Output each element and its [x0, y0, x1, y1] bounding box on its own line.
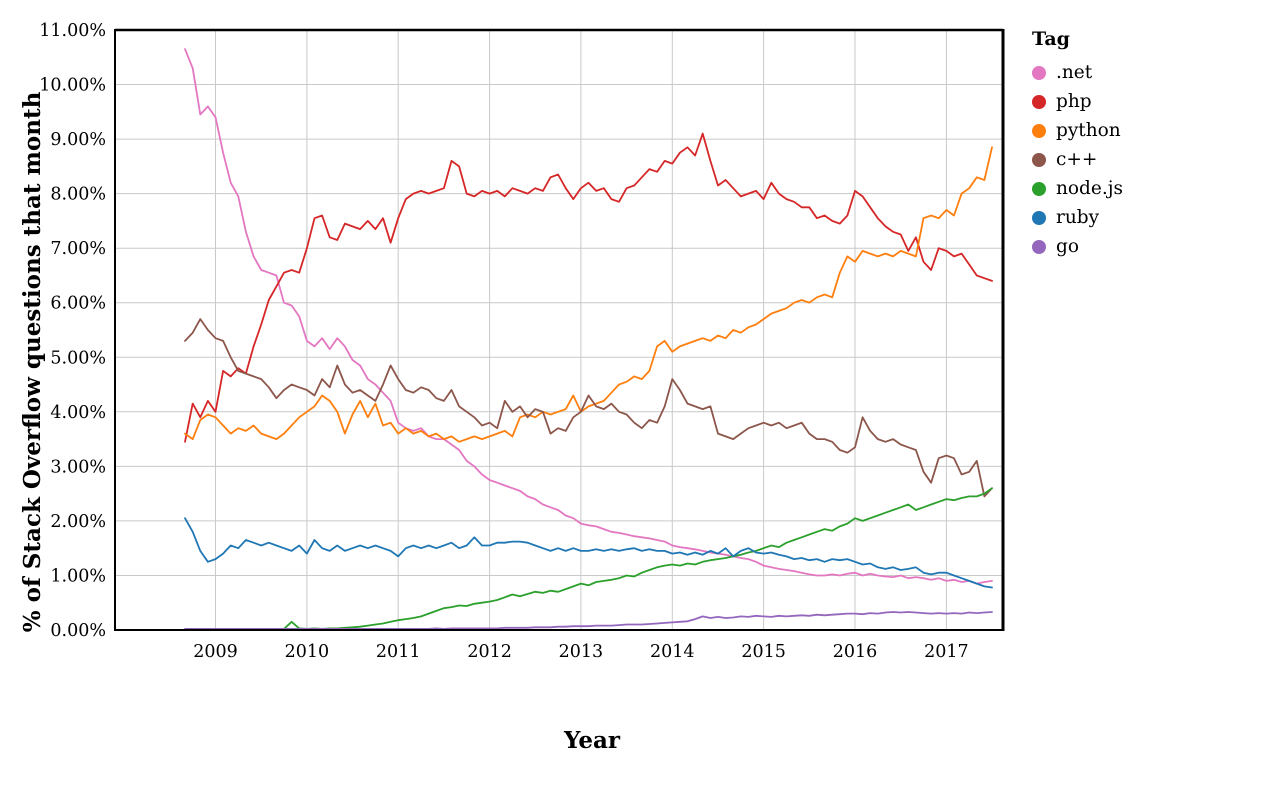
y-tick-label: 6.00%: [50, 294, 106, 314]
y-tick-label: 0.00%: [50, 621, 106, 641]
x-tick-label: 2013: [559, 642, 604, 662]
legend-title: Tag: [1032, 28, 1070, 50]
x-tick-label: 2014: [650, 642, 695, 662]
series-line-python: [184, 146, 993, 443]
legend-item-label: python: [1056, 120, 1121, 141]
plot-frame: [114, 28, 1005, 631]
x-tick-label: 2010: [285, 642, 330, 662]
legend-swatch-icon: [1032, 210, 1046, 225]
y-tick-label: 3.00%: [50, 457, 106, 477]
y-tick-label: 9.00%: [50, 130, 106, 150]
series-line-c-: [184, 318, 993, 498]
series-line-go: [184, 611, 993, 630]
legend-item-python: python: [1032, 120, 1123, 141]
legend-swatch-icon: [1032, 181, 1046, 196]
y-tick-label: 8.00%: [50, 185, 106, 205]
series-lines: [184, 48, 993, 631]
y-tick-label: 1.00%: [50, 567, 106, 587]
legend-item-label: go: [1056, 236, 1079, 257]
x-axis-title: Year: [563, 727, 621, 754]
x-tick-label: 2012: [467, 642, 512, 662]
legend-items: .net php python c++ node.js ruby go: [1032, 62, 1123, 257]
legend-item-label: node.js: [1056, 178, 1123, 199]
legend-item-label: php: [1056, 91, 1092, 112]
legend-item--net: .net: [1032, 62, 1123, 83]
y-tick-label: 10.00%: [39, 76, 106, 96]
legend-item-label: ruby: [1056, 207, 1100, 228]
x-tick-label: 2009: [193, 642, 238, 662]
legend-item-c-: c++: [1032, 149, 1123, 170]
legend-item-go: go: [1032, 236, 1123, 257]
tick-labels: 0.00% 1.00% 2.00% 3.00% 4.00% 5.00% 6.00% 7.00%…: [39, 21, 968, 662]
x-tick-label: 2016: [833, 642, 878, 662]
y-axis-title: % of Stack Overflow questions that month: [19, 91, 46, 632]
series-line--net: [184, 48, 993, 585]
legend-item-label: c++: [1056, 149, 1098, 170]
x-tick-label: 2017: [924, 642, 969, 662]
y-tick-label: 5.00%: [50, 348, 106, 368]
series-line-php: [184, 132, 993, 443]
legend-item-ruby: ruby: [1032, 207, 1123, 228]
y-tick-label: 4.00%: [50, 403, 106, 423]
legend-item-php: php: [1032, 91, 1123, 112]
legend-swatch-icon: [1032, 123, 1046, 138]
legend-item-label: .net: [1056, 62, 1093, 83]
y-tick-label: 7.00%: [50, 239, 106, 259]
legend-swatch-icon: [1032, 65, 1046, 80]
legend-swatch-icon: [1032, 239, 1046, 254]
legend-swatch-icon: [1032, 94, 1046, 109]
legend-item-node-js: node.js: [1032, 178, 1123, 199]
series-line-node-js: [184, 487, 993, 631]
x-tick-label: 2015: [741, 642, 786, 662]
legend-swatch-icon: [1032, 152, 1046, 167]
x-tick-label: 2011: [376, 642, 421, 662]
series-line-ruby: [184, 517, 993, 589]
legend: Tag .net php python c++ node.js ruby go: [1032, 28, 1123, 265]
y-tick-label: 2.00%: [50, 512, 106, 532]
y-tick-label: 11.00%: [39, 21, 106, 41]
